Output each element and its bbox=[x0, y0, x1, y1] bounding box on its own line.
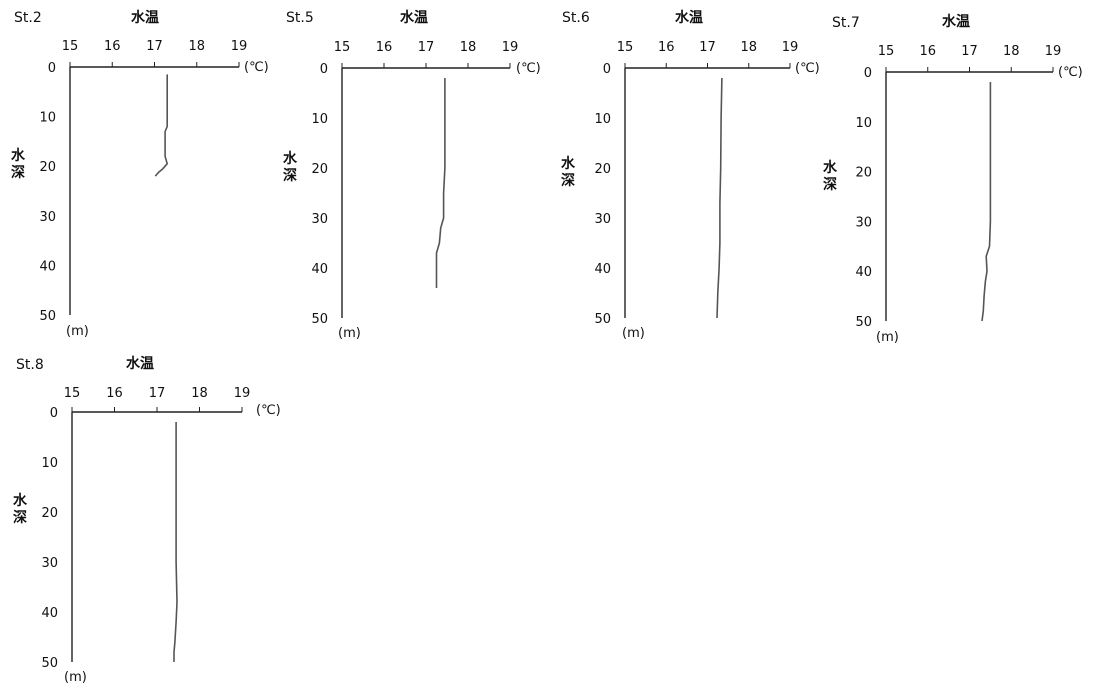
y-tick-label: 10 bbox=[39, 111, 56, 126]
x-tick-label: 18 bbox=[740, 40, 757, 55]
chart-panel-2: St.5 水温 15 16 17 18 19 (℃) 0 10 20 30 40 50 水深 (m) bbox=[283, 9, 541, 341]
x-tick-label: 16 bbox=[376, 40, 393, 55]
x-tick-label: 19 bbox=[231, 39, 248, 54]
x-tick-label: 17 bbox=[418, 40, 435, 55]
y-tick-label: 40 bbox=[39, 259, 56, 274]
chart-panel-4: St.7 水温 15 16 17 18 19 (℃) 0 10 20 30 40 50 水深 (m) bbox=[823, 13, 1083, 345]
chart-title: St.8 bbox=[16, 357, 44, 373]
x-axis-unit: (℃) bbox=[1058, 65, 1083, 80]
y-tick-label: 20 bbox=[311, 162, 328, 177]
x-tick-label: 19 bbox=[782, 40, 799, 55]
x-axis-label: 水温 bbox=[942, 13, 970, 30]
x-tick-label: 15 bbox=[334, 40, 351, 55]
chart-panel-5: St.8 水温 15 16 17 18 19 (℃) 0 10 20 30 40 50 水深 (m) bbox=[13, 355, 281, 685]
y-tick-label: 40 bbox=[594, 262, 611, 277]
chart-title: St.2 bbox=[14, 10, 42, 26]
x-axis-unit: (℃) bbox=[516, 61, 541, 76]
x-tick-label: 15 bbox=[878, 44, 895, 59]
y-tick-label: 50 bbox=[41, 656, 58, 671]
x-tick-label: 16 bbox=[658, 40, 675, 55]
x-axis-label: 水温 bbox=[126, 355, 154, 372]
y-axis-label: 水深 bbox=[283, 150, 298, 184]
x-axis-unit: (℃) bbox=[256, 403, 281, 418]
y-axis-label: 水深 bbox=[561, 155, 576, 189]
y-axis-label: 水深 bbox=[13, 492, 28, 526]
x-tick-label: 17 bbox=[146, 39, 163, 54]
y-tick-label: 50 bbox=[311, 312, 328, 327]
y-axis-unit: (m) bbox=[622, 326, 645, 341]
x-tick-label: 19 bbox=[502, 40, 519, 55]
x-tick-label: 19 bbox=[1045, 44, 1062, 59]
y-axis-unit: (m) bbox=[66, 324, 89, 339]
y-tick-label: 30 bbox=[39, 210, 56, 225]
y-tick-label: 50 bbox=[39, 309, 56, 324]
x-axis-label: 水温 bbox=[131, 9, 159, 26]
y-tick-label: 0 bbox=[320, 62, 328, 77]
y-tick-label: 0 bbox=[48, 61, 56, 76]
x-tick-label: 18 bbox=[188, 39, 205, 54]
chart-title: St.7 bbox=[832, 15, 860, 31]
y-axis-unit: (m) bbox=[876, 330, 899, 345]
temperature-profile-line bbox=[435, 78, 446, 288]
y-axis-unit: (m) bbox=[338, 326, 361, 341]
x-tick-label: 15 bbox=[617, 40, 634, 55]
x-axis-unit: (℃) bbox=[244, 60, 269, 75]
x-tick-label: 19 bbox=[234, 386, 251, 401]
x-tick-label: 17 bbox=[961, 44, 978, 59]
temperature-profile-line bbox=[716, 77, 723, 319]
chart-title: St.6 bbox=[562, 10, 590, 26]
y-tick-label: 40 bbox=[41, 606, 58, 621]
y-tick-label: 10 bbox=[594, 112, 611, 127]
x-tick-label: 17 bbox=[699, 40, 716, 55]
y-tick-label: 0 bbox=[864, 66, 872, 81]
x-tick-label: 16 bbox=[919, 44, 936, 59]
y-tick-label: 50 bbox=[855, 315, 872, 330]
x-tick-label: 16 bbox=[104, 39, 121, 54]
x-tick-label: 18 bbox=[460, 40, 477, 55]
temperature-profile-line bbox=[981, 82, 992, 322]
x-axis-label: 水温 bbox=[400, 9, 428, 26]
x-tick-label: 18 bbox=[1003, 44, 1020, 59]
y-tick-label: 40 bbox=[855, 265, 872, 280]
y-tick-label: 30 bbox=[594, 212, 611, 227]
temperature-profile-line bbox=[154, 74, 168, 177]
x-axis-label: 水温 bbox=[675, 9, 703, 26]
x-tick-label: 16 bbox=[106, 386, 123, 401]
y-tick-label: 30 bbox=[41, 556, 58, 571]
y-axis-unit: (m) bbox=[64, 670, 87, 685]
y-tick-label: 10 bbox=[855, 116, 872, 131]
y-tick-label: 20 bbox=[41, 506, 58, 521]
y-tick-label: 50 bbox=[594, 312, 611, 327]
y-tick-label: 10 bbox=[311, 112, 328, 127]
y-tick-label: 20 bbox=[594, 162, 611, 177]
chart-title: St.5 bbox=[286, 10, 314, 26]
y-tick-label: 30 bbox=[855, 215, 872, 230]
y-tick-label: 0 bbox=[50, 406, 58, 421]
y-axis-label: 水深 bbox=[823, 159, 838, 193]
chart-panel-3: St.6 水温 15 16 17 18 19 (℃) 0 10 20 30 40 50 水深 (m) bbox=[561, 9, 820, 341]
x-tick-label: 15 bbox=[62, 39, 79, 54]
x-axis-unit: (℃) bbox=[795, 61, 820, 76]
x-tick-label: 15 bbox=[64, 386, 81, 401]
y-axis-label: 水深 bbox=[11, 147, 26, 181]
y-tick-label: 0 bbox=[603, 62, 611, 77]
y-tick-label: 20 bbox=[39, 160, 56, 175]
y-tick-label: 20 bbox=[855, 166, 872, 181]
y-tick-label: 40 bbox=[311, 262, 328, 277]
chart-panel-1: St.2 水温 15 16 17 18 19 (℃) 0 10 20 30 40 50 水深 (m) bbox=[11, 9, 269, 339]
x-tick-label: 18 bbox=[191, 386, 208, 401]
y-tick-label: 10 bbox=[41, 456, 58, 471]
x-tick-label: 17 bbox=[149, 386, 166, 401]
y-tick-label: 30 bbox=[311, 212, 328, 227]
temperature-profile-line bbox=[173, 422, 178, 662]
